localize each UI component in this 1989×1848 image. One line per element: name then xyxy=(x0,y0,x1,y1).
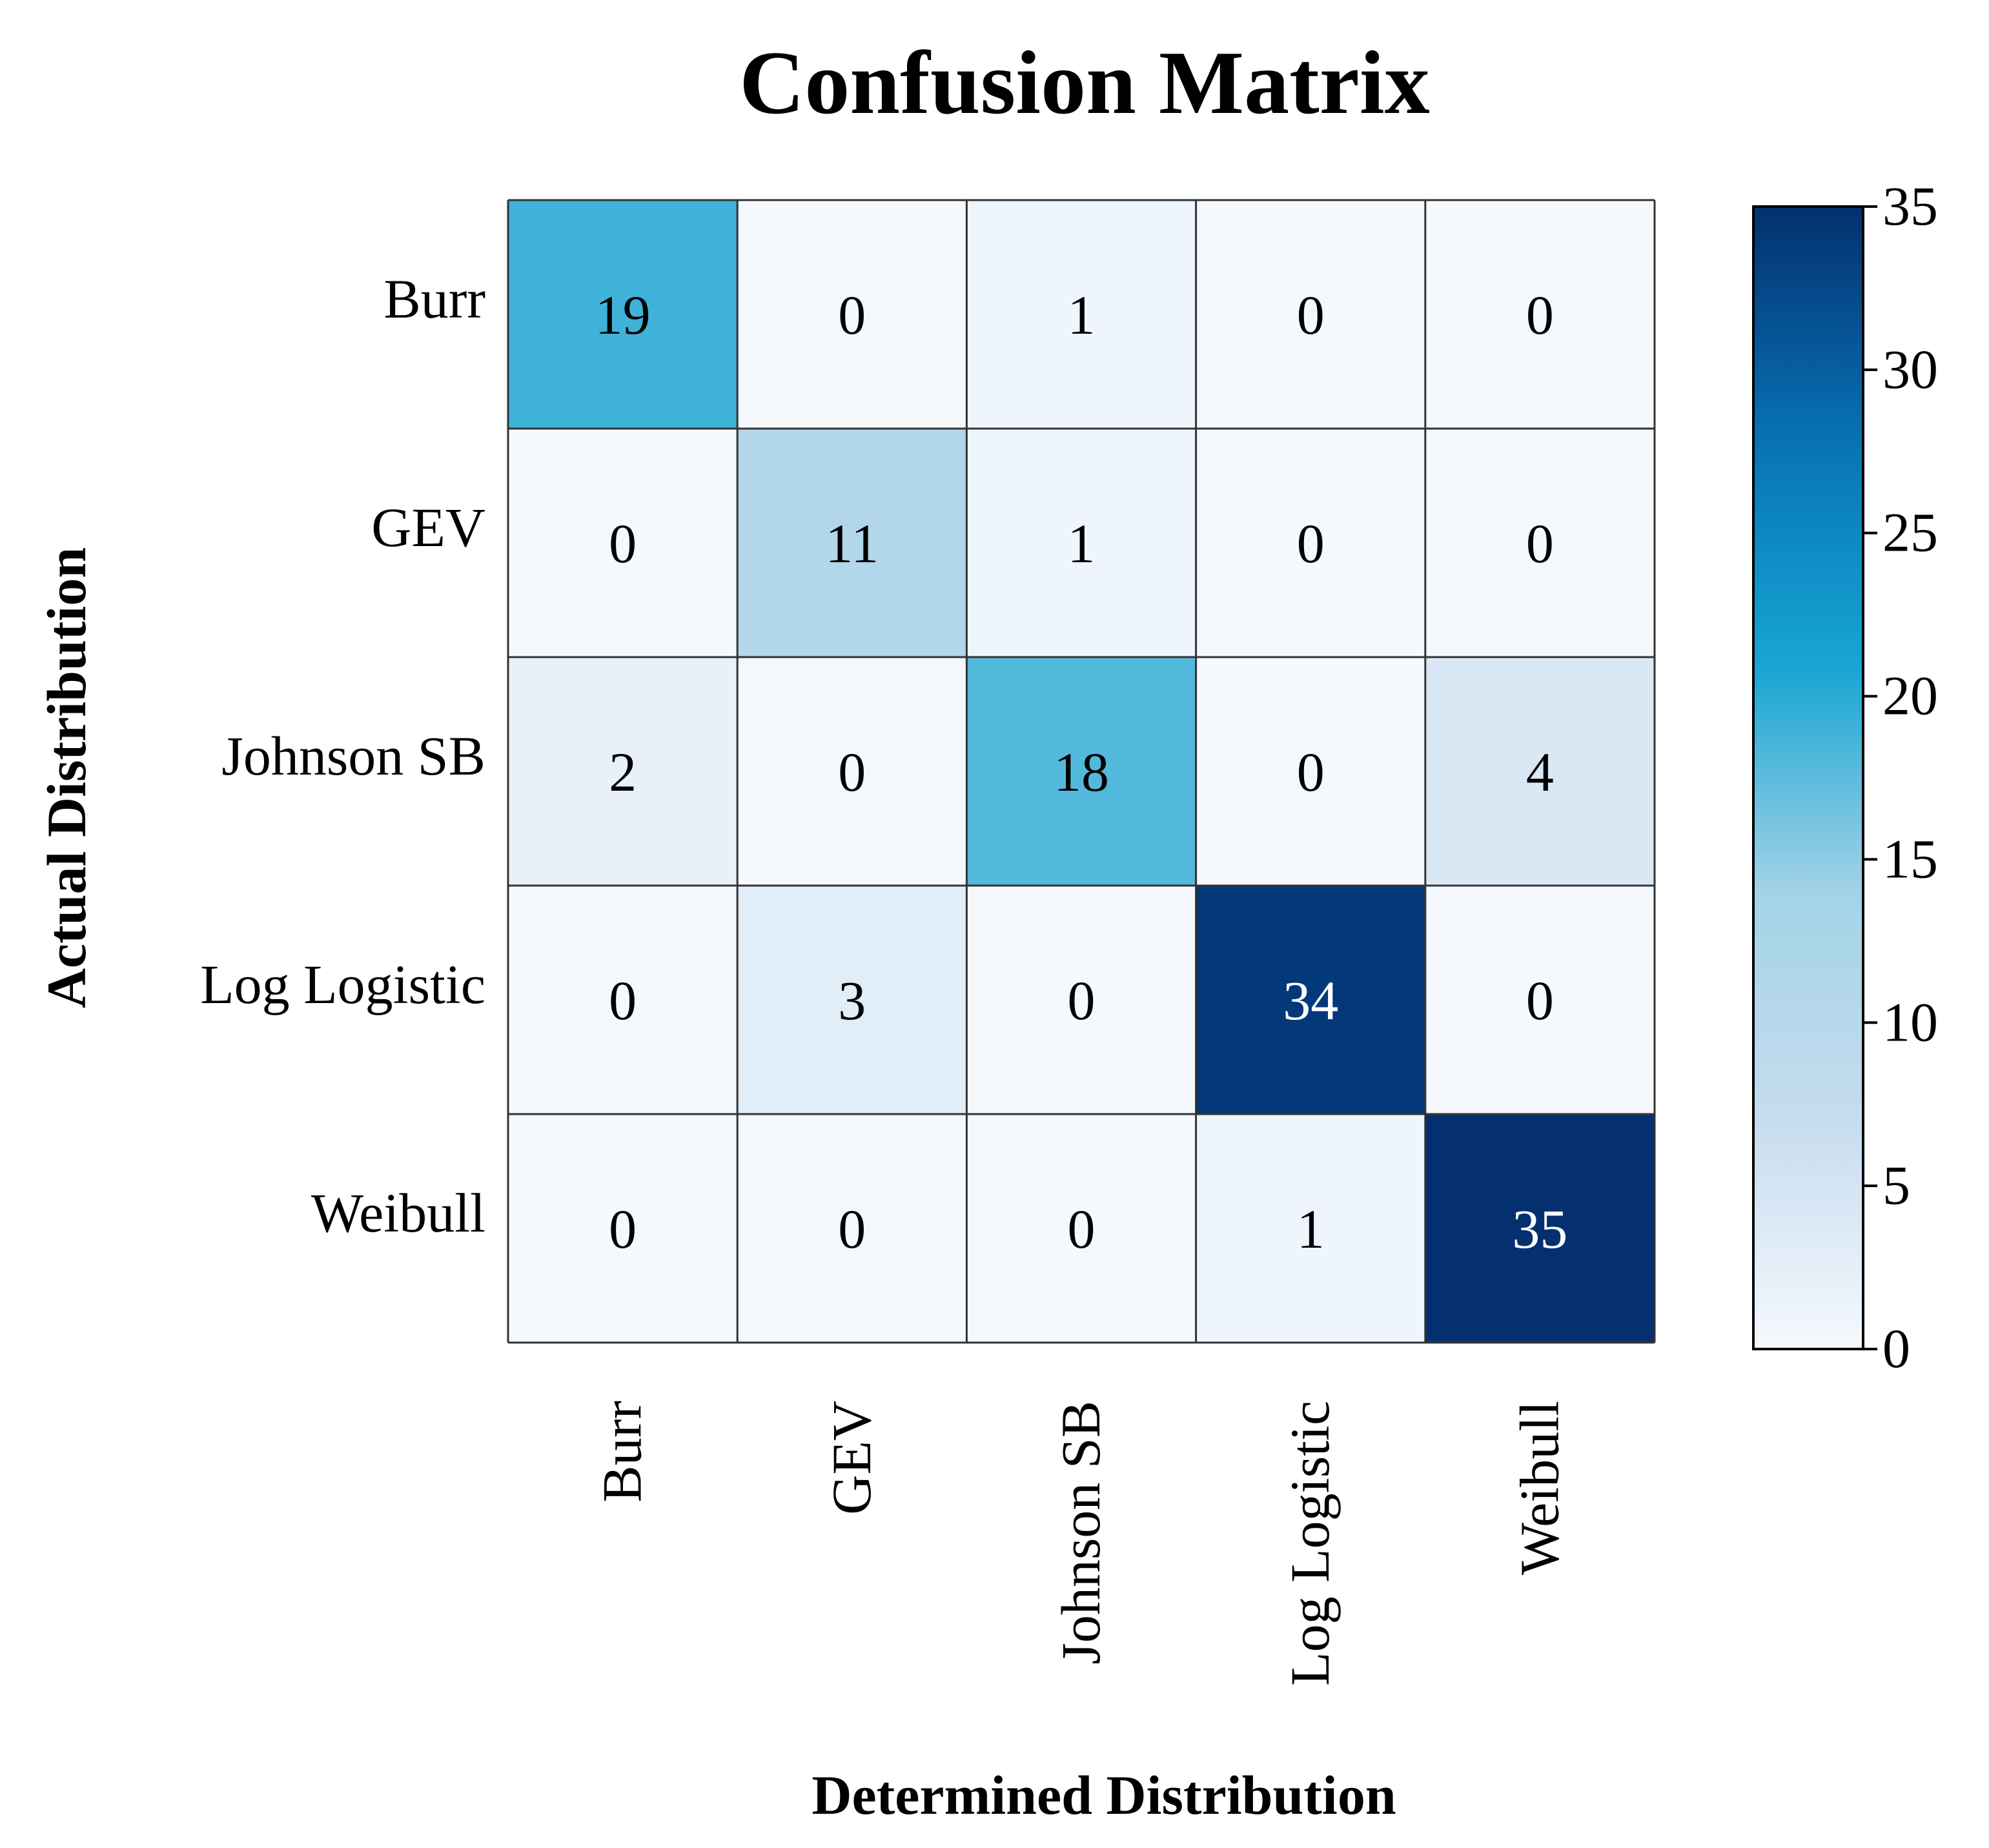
y-tick-label: Weibull xyxy=(311,1182,485,1244)
x-tick-label: Johnson SB xyxy=(1050,1401,1112,1665)
cell-value-label: 1 xyxy=(1068,284,1096,346)
heatmap-cell xyxy=(1196,886,1425,1114)
heatmap-cell xyxy=(1196,429,1425,657)
heatmap-cell xyxy=(966,886,1196,1114)
heatmap-cell xyxy=(1425,886,1655,1114)
heatmap-cell xyxy=(1196,657,1425,886)
colorbar-tick-label: 5 xyxy=(1882,1154,1910,1216)
chart-title: Confusion Matrix xyxy=(739,33,1429,133)
x-tick-label: GEV xyxy=(821,1401,882,1515)
x-tick-label: Burr xyxy=(591,1401,653,1503)
cell-value-label: 11 xyxy=(825,513,879,574)
cell-value-label: 0 xyxy=(1526,513,1554,574)
heatmap-cell xyxy=(966,657,1196,886)
cell-value-label: 0 xyxy=(609,513,637,574)
colorbar-tick-label: 25 xyxy=(1882,502,1938,564)
y-tick-label: Log Logistic xyxy=(200,953,485,1015)
colorbar-tick-label: 35 xyxy=(1882,175,1938,237)
colorbar-tick-label: 10 xyxy=(1882,991,1938,1053)
cell-value-label: 0 xyxy=(1297,741,1325,803)
cell-value-label: 1 xyxy=(1297,1198,1325,1260)
cell-value-label: 18 xyxy=(1054,741,1109,803)
y-tick-label: Johnson SB xyxy=(221,725,485,787)
cell-value-label: 0 xyxy=(1526,970,1554,1031)
colorbar-tick-label: 20 xyxy=(1882,665,1938,727)
cell-value-label: 0 xyxy=(1297,284,1325,346)
cell-value-label: 0 xyxy=(609,970,637,1031)
heatmap-cell xyxy=(1196,200,1425,429)
heatmap-cell xyxy=(508,200,738,429)
cell-value-label: 0 xyxy=(838,284,866,346)
colorbar-gradient xyxy=(1752,205,1864,1350)
heatmap-cell xyxy=(1425,1114,1655,1343)
heatmap-cell xyxy=(508,1114,738,1343)
cell-value-label: 1 xyxy=(1068,513,1096,574)
cell-value-label: 0 xyxy=(1526,284,1554,346)
heatmap-cell xyxy=(1425,657,1655,886)
colorbar-tick-label: 15 xyxy=(1882,828,1938,889)
cell-value-label: 0 xyxy=(609,1198,637,1260)
heatmap-cell xyxy=(508,886,738,1114)
heatmap-cell xyxy=(966,200,1196,429)
cell-value-label: 0 xyxy=(1068,970,1096,1031)
colorbar: 0 5 10 15 20 25 30 35 xyxy=(1752,175,1938,1379)
cell-value-label: 34 xyxy=(1283,970,1338,1031)
heatmap-cell xyxy=(1425,200,1655,429)
heatmap-cell xyxy=(508,657,738,886)
colorbar-tick-label: 0 xyxy=(1882,1317,1910,1379)
cell-value-label: 0 xyxy=(1068,1198,1096,1260)
cell-value-label: 0 xyxy=(1297,513,1325,574)
heatmap-cell xyxy=(737,200,967,429)
cell-value-label: 3 xyxy=(838,970,866,1031)
cell-value-label: 0 xyxy=(838,741,866,803)
heatmap-cell xyxy=(966,1114,1196,1343)
heatmap-cell xyxy=(737,429,967,657)
heatmap-cell xyxy=(737,657,967,886)
cell-value-label: 0 xyxy=(838,1198,866,1260)
x-tick-label: Log Logistic xyxy=(1279,1401,1341,1686)
y-tick-label: Burr xyxy=(383,268,485,330)
heatmap-cell xyxy=(1196,1114,1425,1343)
heatmap-cell xyxy=(508,429,738,657)
colorbar-tick-label: 30 xyxy=(1882,338,1938,400)
heatmap-cell xyxy=(1425,429,1655,657)
heatmap-cell xyxy=(737,886,967,1114)
heatmap-cell xyxy=(737,1114,967,1343)
x-axis-label: Determined Distribution xyxy=(811,1764,1396,1826)
heatmap-cell xyxy=(966,429,1196,657)
x-tick-label: Weibull xyxy=(1508,1401,1570,1575)
y-tick-label: GEV xyxy=(371,496,485,558)
cell-value-label: 19 xyxy=(595,284,651,346)
cell-value-label: 35 xyxy=(1512,1198,1567,1260)
y-axis-label: Actual Distribution xyxy=(36,547,97,1008)
cell-value-label: 2 xyxy=(609,741,637,803)
cell-value-label: 4 xyxy=(1526,741,1554,803)
